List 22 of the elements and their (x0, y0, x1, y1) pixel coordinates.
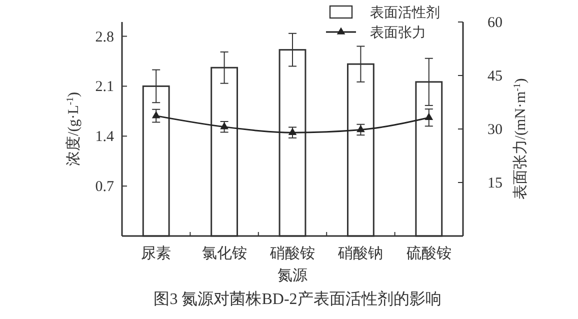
x-tick-label: 硫酸铵 (406, 245, 452, 262)
x-tick-label: 硝酸钠 (337, 245, 384, 262)
point (152, 110, 160, 118)
text: 图3 氮源对菌株BD-2产表面活性剂的影响 (154, 290, 442, 308)
y2-tick-label: 60 (488, 15, 502, 31)
y-tick-label: 1.4 (95, 129, 114, 146)
y2-tick-label: 30 (488, 122, 502, 138)
y2-tick-label: 45 (488, 68, 502, 84)
y-tick-label: 0.7 (95, 179, 114, 196)
legend-label: 表面张力 (370, 25, 426, 41)
point (288, 128, 297, 135)
y-tick-label: 2.8 (95, 29, 114, 46)
y2-tick-label: 15 (488, 176, 502, 192)
y-tick-label: 2.1 (95, 79, 114, 96)
point (424, 112, 434, 120)
x-axis-title: 氮源 (278, 267, 308, 284)
point (220, 122, 228, 130)
x-tick-label: 尿素 (141, 245, 172, 262)
x-tick-label: 硝酸铵 (269, 245, 315, 262)
x-tick-label: 氯化铵 (202, 245, 247, 262)
point (356, 124, 365, 132)
legend-label: 表面活性剂 (370, 5, 440, 21)
